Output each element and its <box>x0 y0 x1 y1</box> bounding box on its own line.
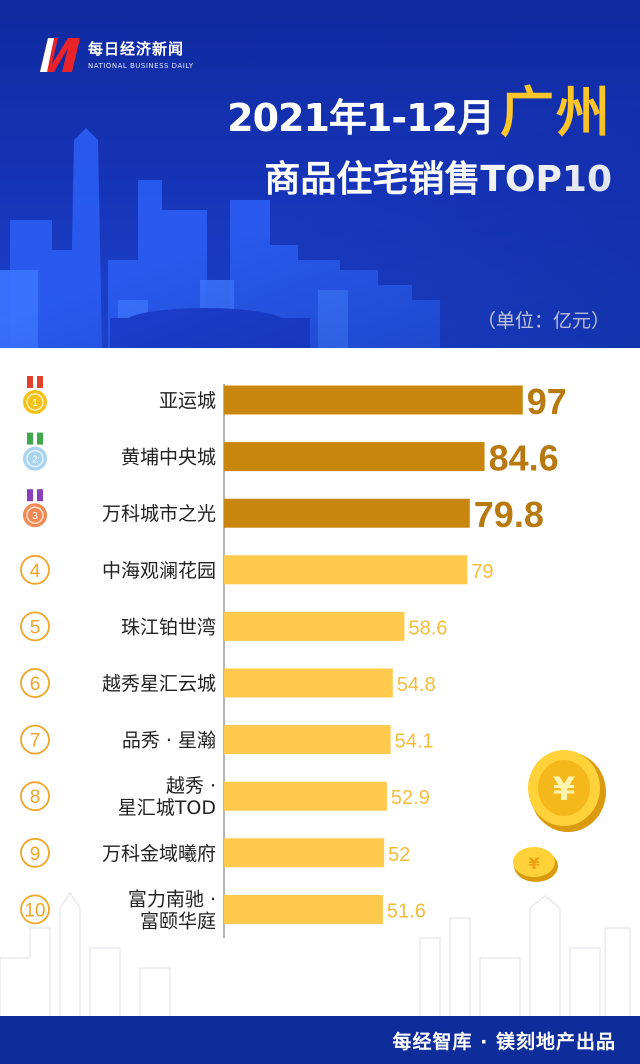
rank-number-1: 1 <box>32 398 38 409</box>
coins-illustration: ¥ ¥ <box>513 750 606 882</box>
rank-circle-8 <box>20 781 50 812</box>
ranking-chart: 97 亚运城 1 84.6 黄埔中央城 2 79.8 万科城市之光 3 79 中海观澜花园 4 58.6… <box>0 348 640 1018</box>
rank-number-6: 6 <box>30 674 41 695</box>
title-date: 2021年1-12月 <box>227 96 495 140</box>
silver-medal-icon: 2 <box>21 432 49 473</box>
background-city-outline <box>0 891 631 1018</box>
rank-number-7: 7 <box>30 731 41 752</box>
rank-circle-7 <box>20 724 50 755</box>
category-label-7: 品秀 · 星瀚 <box>122 730 216 752</box>
unit-label: （单位：亿元） <box>476 310 610 332</box>
rank-number-5: 5 <box>30 617 41 638</box>
rank-number-3: 3 <box>32 511 38 522</box>
value-label-4: 79 <box>471 561 493 583</box>
rank-number-4: 4 <box>30 561 41 582</box>
footer-credit: 每经智库 · 镁刻地产出品 <box>392 1030 616 1053</box>
small-coin-icon: ¥ <box>513 847 558 882</box>
category-label-10-line-2: 富颐华庭 <box>140 910 216 932</box>
title-city: 广州 <box>500 81 612 144</box>
page-title: 2021年1-12月 广州 <box>227 80 612 144</box>
bar-10 <box>224 894 383 924</box>
bar-7 <box>224 725 391 755</box>
rank-number-10: 10 <box>24 900 45 921</box>
bar-8 <box>224 781 387 811</box>
value-label-1: 97 <box>527 381 567 422</box>
page-subtitle: 商品住宅销售TOP10 <box>264 159 612 200</box>
value-label-3: 79.8 <box>474 494 544 535</box>
bronze-medal-icon: 3 <box>21 489 49 530</box>
gold-medal-icon: 1 <box>21 376 49 416</box>
rank-number-8: 8 <box>30 787 41 808</box>
footer-bar: 每经智库 · 镁刻地产出品 <box>0 1016 640 1064</box>
header-banner: 每日经济新闻 NATIONAL BUSINESS DAILY 2021年1-12… <box>0 0 640 348</box>
rank-number-2: 2 <box>32 455 38 466</box>
nbd-logo-icon <box>40 38 80 72</box>
brand-logo: 每日经济新闻 NATIONAL BUSINESS DAILY <box>38 34 198 80</box>
category-label-8-line-2: 星汇城TOD <box>118 797 216 819</box>
category-label-3: 万科城市之光 <box>102 503 216 525</box>
category-label-9: 万科金域曦府 <box>102 843 216 865</box>
skyline-illustration <box>0 128 440 348</box>
rank-circle-10 <box>20 894 50 925</box>
category-label-1: 亚运城 <box>159 390 216 412</box>
bar-2 <box>224 442 485 472</box>
bar-3 <box>224 498 470 528</box>
value-label-9: 52 <box>388 844 410 866</box>
svg-text:¥: ¥ <box>553 770 575 808</box>
category-label-4: 中海观澜花园 <box>102 560 216 582</box>
svg-text:¥: ¥ <box>528 854 539 873</box>
bar-chart: 97亚运城184.6黄埔中央城279.8万科城市之光379中海观澜花园458.6… <box>20 376 567 938</box>
value-label-5: 58.6 <box>408 617 447 639</box>
value-label-8: 52.9 <box>391 787 430 809</box>
value-label-7: 54.1 <box>395 731 434 753</box>
category-label-10-line-1: 富力南驰 · <box>128 888 216 910</box>
brand-name-cn: 每日经济新闻 <box>88 40 185 58</box>
rank-circle-6 <box>20 668 50 698</box>
value-label-10: 51.6 <box>387 900 426 922</box>
category-label-8-line-1: 越秀 · <box>166 775 216 797</box>
rank-circle-9 <box>20 837 50 868</box>
bar-5 <box>224 611 405 641</box>
category-label-6: 越秀星汇云城 <box>102 673 216 695</box>
bar-9 <box>224 838 385 868</box>
bar-6 <box>224 668 393 698</box>
big-coin-icon: ¥ <box>528 750 606 832</box>
bar-1 <box>224 385 523 415</box>
category-label-2: 黄埔中央城 <box>121 447 216 469</box>
value-label-6: 54.8 <box>397 674 436 696</box>
brand-name-en: NATIONAL BUSINESS DAILY <box>88 62 194 70</box>
value-label-2: 84.6 <box>489 438 559 479</box>
category-label-5: 珠江铂世湾 <box>121 616 216 638</box>
rank-number-9: 9 <box>30 844 41 865</box>
bar-4 <box>224 555 468 585</box>
rank-circle-5 <box>20 611 50 642</box>
rank-circle-4 <box>20 554 50 585</box>
